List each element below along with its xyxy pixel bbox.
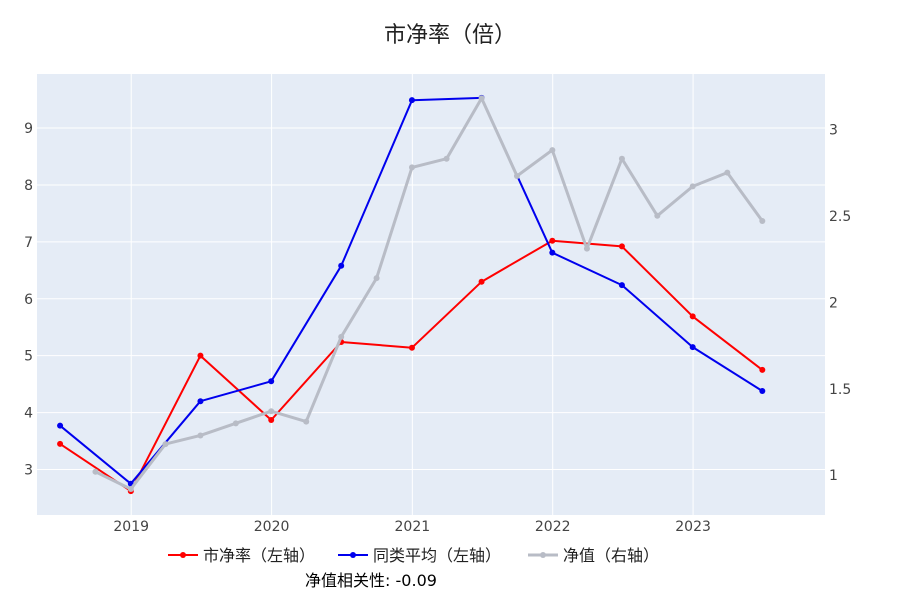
- data-point: [338, 333, 345, 340]
- y-left-tick-label: 6: [24, 292, 33, 308]
- data-point: [162, 441, 169, 448]
- data-point: [618, 155, 625, 162]
- data-point: [549, 249, 556, 256]
- correlation-note: 净值相关性: -0.09: [305, 571, 437, 590]
- legend-swatch-marker: [350, 552, 356, 558]
- data-point: [197, 398, 204, 405]
- data-point: [268, 378, 275, 385]
- data-point: [268, 408, 275, 415]
- data-point: [478, 95, 485, 102]
- axis-labels: 3 4 5 6 7 8 9 1 1.5 2 2.5 3 2019 2020 2021 2022 2023: [24, 121, 851, 535]
- data-point: [513, 173, 520, 180]
- series-layer: [57, 94, 766, 495]
- y-right-tick-label: 3: [829, 122, 838, 138]
- series-1: [57, 237, 766, 495]
- legend: 市净率（左轴） 同类平均（左轴） 净值（右轴）: [168, 546, 659, 565]
- legend-label: 市净率（左轴）: [203, 546, 315, 565]
- data-point: [127, 486, 134, 493]
- y-left-tick-label: 5: [24, 349, 33, 365]
- data-point: [689, 344, 696, 351]
- y-right-tick-label: 1.5: [829, 382, 851, 398]
- legend-item[interactable]: 净值（右轴）: [528, 546, 659, 565]
- data-point: [408, 164, 415, 171]
- data-point: [197, 432, 204, 439]
- data-point: [57, 440, 64, 447]
- data-point: [92, 468, 99, 475]
- legend-item[interactable]: 同类平均（左轴）: [338, 546, 501, 565]
- y-right-tick-label: 2.5: [829, 209, 851, 225]
- data-point: [689, 313, 696, 320]
- data-point: [724, 169, 731, 176]
- data-point: [759, 387, 766, 394]
- x-tick-label: 2020: [254, 519, 290, 535]
- data-point: [654, 212, 661, 219]
- chart-title: 市净率（倍）: [384, 23, 516, 48]
- y-left-tick-label: 9: [24, 121, 33, 137]
- data-point: [618, 282, 625, 289]
- legend-label: 同类平均（左轴）: [373, 546, 501, 565]
- legend-swatch-marker: [180, 552, 186, 558]
- data-point: [618, 243, 625, 250]
- legend-label: 净值（右轴）: [563, 546, 659, 565]
- plot-area: [37, 74, 825, 515]
- series-3: [92, 95, 766, 493]
- y-right-tick-label: 1: [829, 468, 838, 484]
- data-point: [408, 344, 415, 351]
- x-tick-label: 2023: [675, 519, 711, 535]
- data-point: [408, 97, 415, 104]
- data-point: [373, 275, 380, 282]
- y-left-tick-label: 4: [24, 406, 33, 422]
- data-point: [478, 278, 485, 285]
- data-point: [57, 422, 64, 429]
- legend-swatch-marker: [540, 552, 546, 558]
- y-left-tick-label: 3: [24, 462, 33, 478]
- x-tick-label: 2021: [395, 519, 431, 535]
- series-line: [94, 96, 764, 491]
- data-point: [268, 416, 275, 423]
- data-point: [759, 218, 766, 224]
- x-tick-label: 2022: [535, 519, 571, 535]
- data-point: [197, 352, 204, 359]
- data-point: [759, 366, 766, 373]
- legend-item[interactable]: 市净率（左轴）: [168, 546, 315, 565]
- y-left-tick-label: 8: [24, 178, 33, 194]
- data-point: [232, 420, 239, 427]
- data-point: [549, 147, 556, 154]
- data-point: [583, 245, 590, 252]
- data-point: [443, 155, 450, 162]
- data-point: [689, 183, 696, 190]
- data-point: [303, 418, 310, 425]
- data-point: [549, 237, 556, 244]
- series-2: [57, 94, 766, 487]
- y-right-tick-label: 2: [829, 295, 838, 311]
- y-left-tick-label: 7: [24, 235, 33, 251]
- data-point: [338, 262, 345, 269]
- x-tick-label: 2019: [113, 519, 149, 535]
